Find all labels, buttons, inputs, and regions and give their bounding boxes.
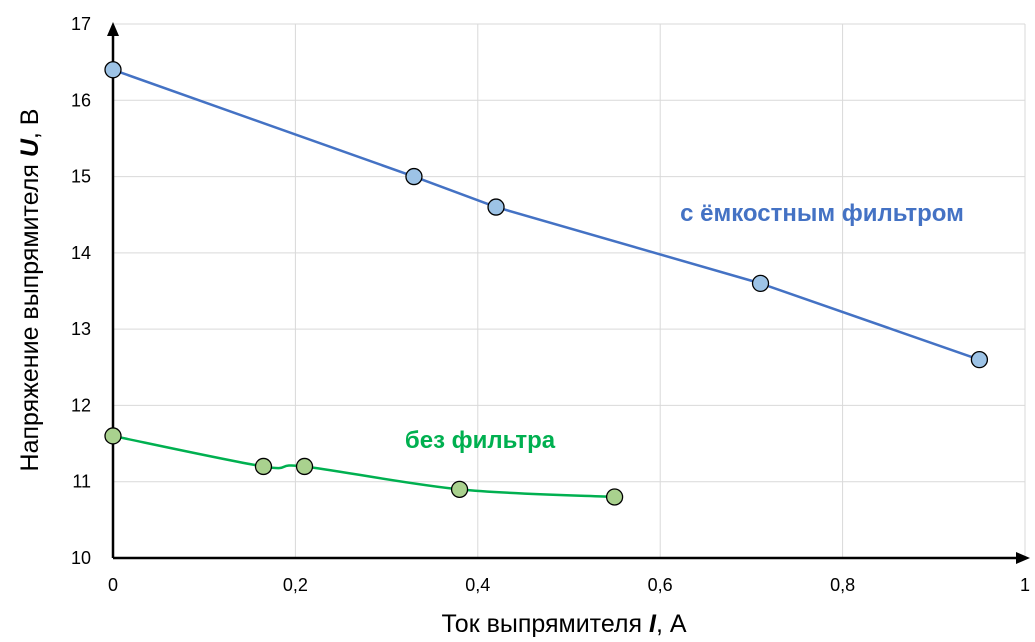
y-tick-labels: 10 11 12 13 14 15 16 17 [71, 14, 91, 568]
data-point-s1-2 [295, 457, 314, 476]
data-point-s1-0 [104, 427, 122, 445]
y-axis-arrow-icon [107, 22, 119, 36]
x-tick-label: 0,4 [465, 575, 490, 595]
y-tick-label: 12 [71, 395, 91, 415]
data-point-s1-1 [254, 457, 273, 476]
data-point-s0-0 [104, 61, 122, 79]
x-axis-title: Ток выпрямителя I, А [441, 610, 686, 638]
series-group [104, 61, 989, 506]
axes [107, 22, 1030, 564]
data-point-s0-1 [405, 167, 423, 186]
y-axis-unit: , В [16, 109, 44, 140]
y-axis-variable: U [16, 138, 44, 157]
data-point-s1-3 [450, 480, 469, 498]
y-tick-label: 10 [71, 548, 91, 568]
y-axis-title-text: Напряжение выпрямителя [16, 157, 44, 471]
y-tick-label: 14 [71, 243, 91, 263]
y-tick-label: 13 [71, 319, 91, 339]
x-tick-label: 0,2 [283, 575, 308, 595]
x-axis-arrow-icon [1016, 552, 1030, 564]
grid [113, 23, 1026, 558]
y-tick-label: 11 [72, 472, 91, 492]
series-label-capacitive: с ёмкостным фильтром [680, 200, 964, 227]
data-point-s1-4 [605, 488, 624, 506]
x-axis-variable: I [649, 610, 657, 638]
data-point-s0-2 [487, 198, 505, 216]
x-axis-unit: , А [656, 610, 687, 638]
data-point-s0-3 [751, 274, 770, 293]
x-tick-label: 1 [1020, 575, 1030, 595]
x-axis-title-text: Ток выпрямителя [441, 610, 649, 638]
y-tick-label: 17 [71, 14, 91, 34]
series-label-no-filter: без фильтра [405, 427, 556, 454]
x-tick-label: 0,6 [648, 575, 673, 595]
x-tick-label: 0,8 [830, 575, 855, 595]
y-tick-label: 16 [71, 90, 91, 110]
x-tick-label: 0 [108, 575, 118, 595]
data-point-s0-4 [970, 351, 989, 369]
x-tick-labels: 0 0,2 0,4 0,6 0,8 1 [108, 575, 1030, 595]
y-tick-label: 15 [71, 167, 91, 187]
y-axis-title: Напряжение выпрямителя U, В [16, 109, 44, 472]
